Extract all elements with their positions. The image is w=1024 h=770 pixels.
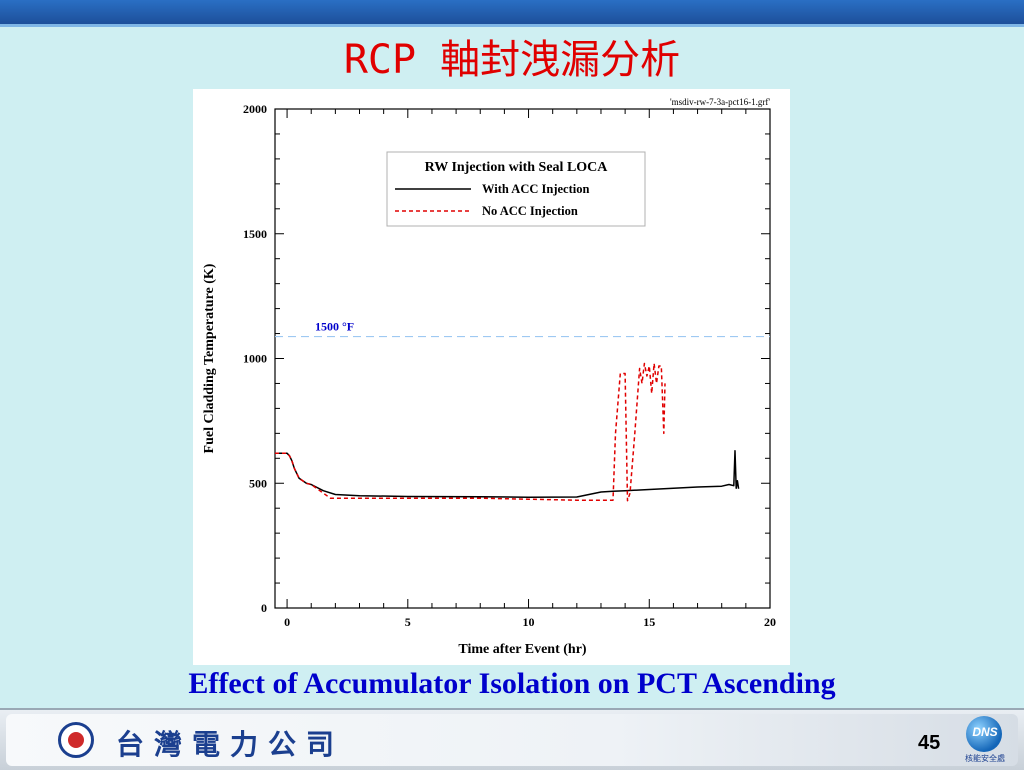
series-line-no-acc (275, 362, 666, 502)
legend-entry-label: No ACC Injection (482, 204, 578, 218)
y-axis-label: Fuel Cladding Temperature (K) (202, 263, 217, 453)
x-tick-label: 0 (284, 615, 290, 629)
y-tick-label: 2000 (243, 102, 267, 116)
company-name: 台灣電力公司 (116, 728, 345, 761)
y-tick-label: 1000 (243, 352, 267, 366)
legend-title: RW Injection with Seal LOCA (425, 160, 609, 175)
x-tick-label: 10 (523, 615, 535, 629)
reference-line-label: 1500 °F (315, 320, 354, 334)
slide-title: RCP 軸封洩漏分析 (343, 37, 681, 83)
y-tick-label: 500 (249, 476, 267, 490)
footer-panel: 台灣電力公司 45 DNS 核能安全處 (6, 714, 1018, 766)
top-banner (0, 0, 1024, 27)
footer-bar: 台灣電力公司 45 DNS 核能安全處 (0, 708, 1024, 770)
company-seal-icon (58, 722, 94, 758)
dns-logo-text: DNS (972, 725, 998, 739)
file-label: 'msdiv-rw-7-3a-pct16-1.grf' (670, 97, 770, 107)
dns-logo: DNS 核能安全處 (960, 716, 1010, 766)
y-tick-label: 0 (261, 601, 267, 615)
chart-panel: 0 5 10 15 20 0 500 1000 1500 2000 Time after Event… (193, 89, 790, 665)
page-number: 45 (918, 732, 941, 754)
globe-icon (966, 716, 1002, 752)
slide-caption: Effect of Accumulator Isolation on PCT A… (188, 667, 836, 700)
x-tick-label: 15 (643, 615, 655, 629)
series-line-with-acc (275, 450, 740, 498)
x-tick-label: 5 (405, 615, 411, 629)
y-tick-label: 1500 (243, 227, 267, 241)
fuel-temperature-chart: 0 5 10 15 20 0 500 1000 1500 2000 Time after Event… (202, 97, 776, 657)
legend-entry-label: With ACC Injection (482, 182, 589, 196)
dns-logo-subtext: 核能安全處 (965, 754, 1005, 763)
x-axis-label: Time after Event (hr) (458, 642, 587, 657)
x-tick-label: 20 (764, 615, 776, 629)
